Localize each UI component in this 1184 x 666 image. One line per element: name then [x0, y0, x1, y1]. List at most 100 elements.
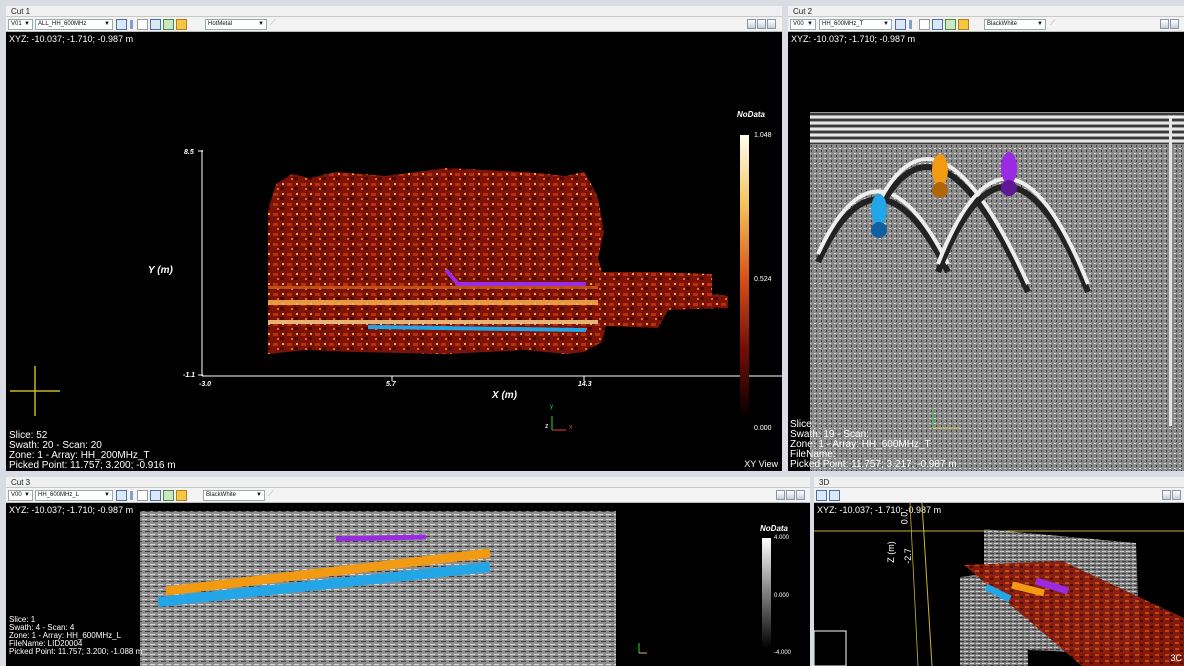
cut3-info-line: Swath: 4 - Scan: 4 — [9, 623, 75, 632]
cut1-scale-tick: 0.000 — [754, 425, 772, 432]
separator-icon — [130, 20, 133, 29]
pin-icon[interactable]: ⟋ — [270, 18, 276, 27]
help-icon[interactable] — [116, 490, 127, 501]
cut2-info-line: Slice: — [790, 419, 815, 430]
maximize-icon[interactable] — [1172, 490, 1181, 500]
restore-icon[interactable] — [747, 19, 756, 29]
cut1-palette-select[interactable]: HotMetal ▼ — [205, 19, 267, 30]
palette-icon[interactable] — [176, 19, 187, 30]
chevron-down-icon: ▼ — [256, 492, 262, 498]
grid-line — [909, 503, 919, 666]
cut3-title: Cut 3 — [6, 477, 810, 488]
cut1-volume-select[interactable]: V01 ▼ — [8, 19, 33, 30]
cut3-info-line: Slice: 1 — [9, 615, 36, 624]
cut2-volume-select[interactable]: V00 ▼ — [790, 19, 816, 30]
layout-icon[interactable] — [150, 19, 161, 30]
blue-pipe-marker — [367, 325, 587, 332]
cut3-dataset-value: HH_600MHz_L — [38, 492, 80, 498]
cut3-palette-value: BlackWhite — [206, 492, 237, 498]
cut2-dataset-value: HH_600MHz_T — [822, 21, 864, 27]
cut2-xyz-readout: XYZ: -10.037; -1.710; -0.987 m — [791, 34, 916, 44]
palette-icon[interactable] — [958, 19, 969, 30]
blue-pipe-marker-shadow — [871, 222, 887, 238]
cut2-info-line: Zone: 1 - Array: HH_600MHz_T — [790, 439, 931, 450]
flame-icon[interactable] — [137, 490, 148, 501]
chevron-down-icon: ▼ — [104, 492, 110, 498]
cut2-info-line: Swath: 19 - Scan: — [790, 429, 869, 440]
cut3-volume-select[interactable]: V00 ▼ — [8, 490, 33, 501]
cut2-nodata-label: NoData — [1168, 114, 1182, 119]
cut1-toolbar: V01 ▼ ALL_HH_600MHz ▼ HotMetal ▼ ⟋ — [6, 17, 782, 32]
hotmetal-slice — [268, 168, 728, 354]
layout-icon[interactable] — [932, 19, 943, 30]
hot-band — [268, 320, 598, 324]
grid-icon[interactable] — [945, 19, 956, 30]
cut3-scale-tick: 4.000 — [774, 535, 790, 541]
cut2-palette-select[interactable]: BlackWhite ▼ — [984, 19, 1046, 30]
cut2-volume-value: V00 — [793, 21, 804, 27]
mini-map-frame — [814, 630, 847, 666]
cut3-palette-select[interactable]: BlackWhite ▼ — [203, 490, 265, 501]
maximize-icon[interactable] — [786, 490, 795, 500]
cut1-x-tick: 5.7 — [386, 381, 396, 388]
view3d-z-tick: 0.0 — [899, 511, 910, 525]
help-icon[interactable] — [116, 19, 127, 30]
cut3-dataset-select[interactable]: HH_600MHz_L ▼ — [35, 490, 113, 501]
orange-pipe-marker — [165, 548, 491, 596]
purple-pipe-marker — [335, 534, 427, 542]
purple-pipe-marker — [1001, 152, 1017, 184]
close-icon[interactable] — [796, 490, 805, 500]
palette-icon[interactable] — [176, 490, 187, 501]
cut1-x-tick: 14.3 — [578, 381, 592, 388]
cut2-dataset-select[interactable]: HH_600MHz_T ▼ — [819, 19, 892, 30]
grid-icon[interactable] — [163, 19, 174, 30]
maximize-icon[interactable] — [757, 19, 766, 29]
restore-icon[interactable] — [776, 490, 785, 500]
cut3-info-line: Zone: 1 - Array: HH_600MHz_L — [9, 631, 122, 640]
gizmo-z-label: z — [545, 423, 549, 430]
hot-band — [268, 300, 598, 305]
cut1-dataset-select[interactable]: ALL_HH_600MHz ▼ — [35, 19, 113, 30]
cut2-palette-value: BlackWhite — [987, 21, 1018, 27]
cut1-info-line: Picked Point: 11.757; 3.200; -0.916 m — [9, 460, 176, 471]
gizmo-y-label: y — [550, 404, 553, 410]
close-icon[interactable] — [767, 19, 776, 29]
separator-icon — [130, 491, 133, 500]
cut1-plot — [10, 135, 782, 431]
cut1-x-axis-label: X (m) — [492, 390, 517, 401]
view3d-z-label: Z (m) — [885, 541, 896, 563]
pin-icon[interactable]: ⟋ — [1050, 18, 1056, 27]
view3d-toolbar — [814, 488, 1184, 503]
view3d-view[interactable]: XYZ: -10.037; -1.710; -0.987 m — [814, 503, 1184, 666]
separator-icon — [909, 20, 912, 29]
view3d-scene — [814, 503, 1184, 666]
blue-pipe-marker — [984, 583, 1012, 603]
cut3-info-line: Picked Point: 11.757; 3.200; -1.088 m — [9, 647, 143, 656]
cut3-view[interactable]: XYZ: -10.037; -1.710; -0.987 m N — [6, 503, 810, 666]
restore-icon[interactable] — [1162, 490, 1171, 500]
orange-pipe-marker — [932, 154, 948, 186]
view3d-title: 3D — [814, 477, 1184, 488]
cut1-scale-tick: 1.048 — [754, 132, 772, 139]
cut1-scale-tick: 0.524 — [754, 276, 772, 283]
view3d-z-tick: -2.7 — [902, 548, 913, 564]
layout-icon[interactable] — [150, 490, 161, 501]
cut3-volume-value: V00 — [11, 492, 22, 498]
cut1-xyz-readout: XYZ: -10.037; -1.710; -0.987 m — [9, 34, 134, 44]
grid-icon[interactable] — [163, 490, 174, 501]
cut1-view[interactable]: XYZ: -10.037; -1.710; -0.987 m — [6, 32, 782, 471]
cut3-radargram — [140, 511, 771, 666]
cut2-view[interactable]: XYZ: -10.037; -1.710; -0.987 m — [788, 32, 1184, 471]
pin-icon[interactable]: ⟋ — [268, 489, 274, 498]
layout-icon[interactable] — [829, 490, 840, 501]
chevron-down-icon: ▼ — [1037, 21, 1043, 27]
maximize-icon[interactable] — [1170, 19, 1179, 29]
cut3-pane: Cut 3 V00 ▼ HH_600MHz_L ▼ BlackWhite ▼ ⟋ XY… — [6, 477, 810, 666]
help-icon[interactable] — [895, 19, 906, 30]
hot-band — [268, 286, 598, 289]
flame-icon[interactable] — [919, 19, 930, 30]
cut1-dataset-value: ALL_HH_600MHz — [38, 21, 87, 27]
restore-icon[interactable] — [1160, 19, 1169, 29]
flame-icon[interactable] — [137, 19, 148, 30]
help-icon[interactable] — [816, 490, 827, 501]
